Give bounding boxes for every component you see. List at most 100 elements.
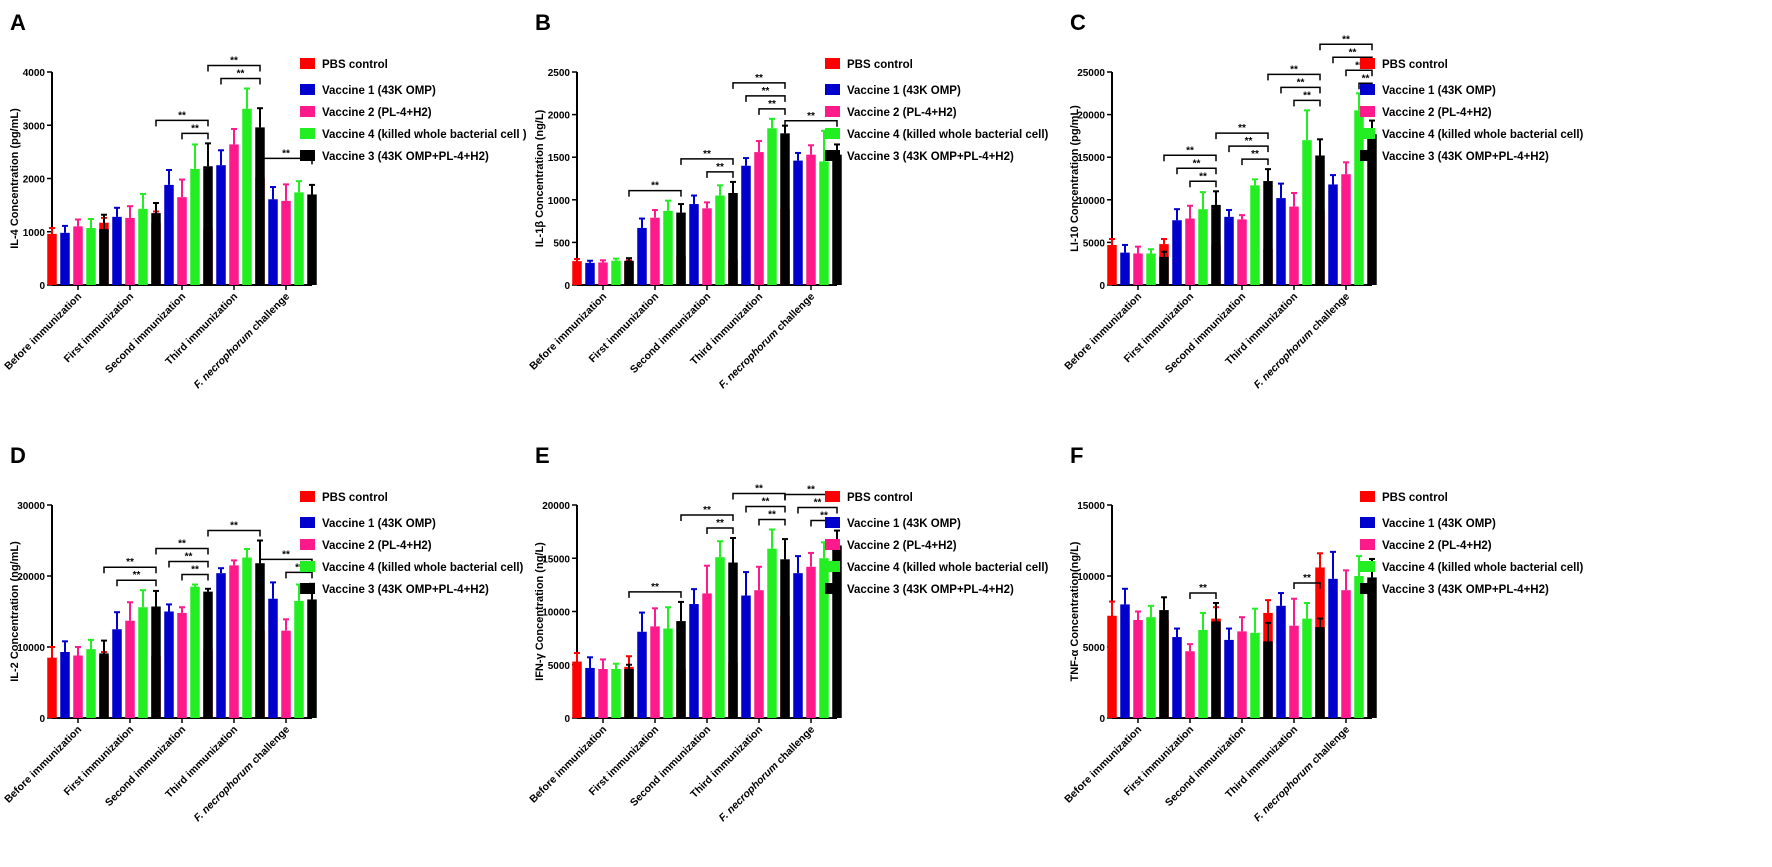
significance-bracket [732, 82, 786, 89]
significance-label: ** [807, 111, 815, 122]
significance-label: ** [191, 565, 199, 576]
bar [125, 217, 135, 285]
legend-label: PBS control [322, 492, 388, 504]
panel-f-tnfa-chart: F 0 5000 10000 15000 TNF-α Concentration(ng/L… [1060, 433, 1772, 866]
significance-label: ** [1290, 64, 1298, 75]
y-axis-label: LI-10 Concentration (pg/mL) [1069, 105, 1081, 252]
significance-label: ** [1245, 136, 1253, 147]
y-tick-label: 20000 [542, 501, 570, 512]
significance-bracket [680, 514, 734, 522]
bar [702, 593, 712, 718]
x-tick-label: F. necrophorum challenge [1252, 724, 1353, 825]
significance-bracket [706, 527, 734, 535]
legend-swatch [300, 491, 315, 502]
bar [819, 161, 829, 285]
bar [177, 197, 187, 285]
bar [1289, 206, 1299, 285]
significance-bracket [1293, 99, 1321, 107]
bar [1237, 631, 1247, 718]
bar [663, 628, 673, 718]
significance-label: ** [1303, 573, 1311, 584]
bar [1146, 617, 1156, 718]
y-tick-label: 0 [1099, 281, 1105, 292]
bar [1263, 181, 1273, 285]
panel-label: C [1070, 10, 1086, 35]
significance-label: ** [716, 518, 724, 529]
bar [1133, 253, 1143, 285]
significance-label: ** [237, 69, 245, 80]
bar [138, 208, 148, 285]
significance-bracket [1176, 167, 1217, 175]
bar [1328, 578, 1338, 718]
chart-svg: B 0 500 1000 1500 2000 2500 IL-1β Concentration… [527, 10, 1048, 391]
legend-label: Vaccine 2 (PL-4+H2) [1382, 540, 1492, 552]
significance-bracket [207, 529, 261, 537]
legend-label: Vaccine 4 (killed whole bacterial cell) [1382, 129, 1584, 141]
y-tick-label: 10000 [1077, 196, 1105, 207]
bar [1263, 641, 1273, 718]
legend-swatch [825, 491, 840, 502]
y-axis-label: IL-1β Concentration (ng/L) [534, 109, 546, 247]
panel-b-il1b-chart: B 0 500 1000 1500 2000 2500 IL-1β Concentration… [525, 0, 1237, 433]
significance-label: ** [651, 582, 659, 593]
bar [611, 260, 621, 285]
bar [1120, 252, 1130, 285]
significance-label: ** [762, 496, 770, 507]
panel-label: D [10, 443, 26, 468]
significance-bracket [1215, 132, 1269, 140]
legend-swatch [1360, 491, 1375, 502]
bar [663, 210, 673, 285]
bar [832, 154, 842, 285]
bar [203, 591, 213, 718]
y-tick-label: 15000 [542, 554, 570, 565]
legend-swatch [1360, 106, 1375, 117]
bar [1224, 216, 1234, 285]
bar [1354, 110, 1364, 285]
bar [676, 621, 686, 718]
significance-label: ** [1199, 171, 1207, 182]
bar [1146, 253, 1156, 285]
legend-swatch [300, 84, 315, 95]
bar [86, 228, 96, 285]
legend-label: Vaccine 1 (43K OMP) [322, 518, 436, 530]
y-tick-label: 5000 [1083, 643, 1106, 654]
bar [99, 229, 109, 285]
legend-swatch [300, 539, 315, 550]
significance-bracket [1280, 86, 1321, 94]
y-tick-label: 2000 [23, 175, 46, 186]
bar [715, 195, 725, 285]
legend-label: Vaccine 3 (43K OMP+PL-4+H2) [1382, 584, 1549, 596]
significance-bracket [1228, 145, 1269, 153]
bar [1185, 218, 1195, 285]
legend-swatch [825, 517, 840, 528]
bar [1211, 204, 1221, 285]
bar [1224, 639, 1234, 718]
legend-label: Vaccine 2 (PL-4+H2) [847, 540, 957, 552]
significance-bracket [1267, 73, 1321, 81]
bar [715, 557, 725, 718]
bar [806, 154, 816, 285]
panel-label: B [535, 10, 551, 35]
significance-label: ** [651, 181, 659, 192]
y-tick-label: 0 [564, 281, 570, 292]
y-tick-label: 30000 [17, 501, 45, 512]
significance-label: ** [282, 148, 290, 159]
significance-label: ** [126, 557, 134, 568]
bar [164, 611, 174, 718]
bar [1172, 637, 1182, 718]
legend-swatch [300, 517, 315, 528]
y-axis-label: IL-2 Concentration (ng/mL) [9, 541, 21, 682]
panel-d-il2-chart: D 0 10000 20000 30000 IL-2 Concentration (ng/… [0, 433, 712, 866]
significance-bracket [797, 506, 838, 514]
significance-label: ** [755, 73, 763, 84]
bar [624, 669, 634, 718]
legend-label: Vaccine 3 (43K OMP+PL-4+H2) [847, 151, 1014, 163]
significance-label: ** [1199, 583, 1207, 594]
y-tick-label: 5000 [548, 661, 571, 672]
y-tick-label: 10000 [17, 643, 45, 654]
legend-swatch [1360, 561, 1375, 572]
bar [611, 669, 621, 718]
significance-label: ** [133, 570, 141, 581]
bar [793, 160, 803, 285]
x-tick-label: F. necrophorum challenge [192, 291, 293, 392]
